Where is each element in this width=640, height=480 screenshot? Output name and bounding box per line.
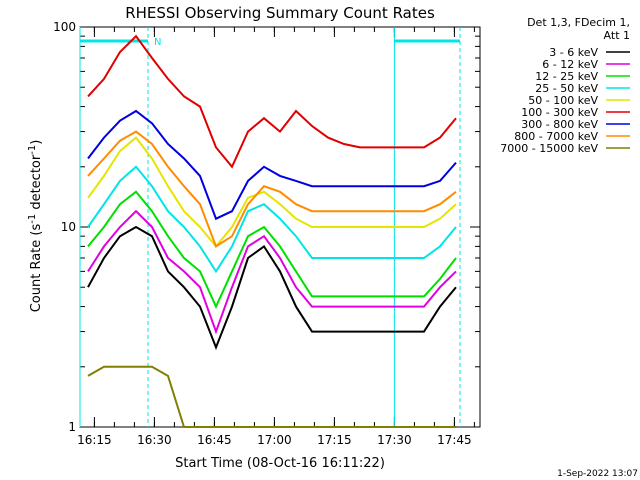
x-tick-label: 17:15 [317,433,352,447]
series-line-0 [87,225,457,351]
y-axis-label-end: ) [29,140,44,145]
y-axis-label-sup2: -1 [27,145,38,155]
series-line-8 [87,365,456,428]
x-tick-label: 16:30 [137,433,172,447]
legend-header-line-2: Att 1 [604,29,630,42]
series-line-2 [87,190,457,310]
y-tick-label: 10 [61,220,76,234]
series-line-1 [87,209,457,335]
chart-title: RHESSI Observing Summary Count Rates [125,4,435,22]
x-axis-label: Start Time (08-Oct-16 16:11:22) [175,456,385,471]
legend-item-label: 3 - 6 keV [549,46,598,59]
legend-item-label: 7000 - 15000 keV [500,142,598,155]
legend-header-line-1: Det 1,3, FDecim 1, [527,16,630,29]
legend-item-label: 300 - 800 keV [521,118,598,131]
y-tick-label: 100 [53,20,76,34]
legend-item-label: 100 - 300 keV [521,106,598,119]
x-tick-label: 17:45 [437,433,472,447]
x-tick-label: 17:00 [257,433,292,447]
x-tick-label: 17:30 [377,433,412,447]
y-axis-label-sup1: -1 [27,214,38,224]
series-line-6 [87,109,457,221]
series-line-7 [87,130,457,248]
legend-item-label: 50 - 100 keV [528,94,598,107]
y-axis-label-mid: detector [29,154,44,214]
y-axis-label-main: Count Rate (s [29,224,44,313]
x-tick-label: 16:15 [77,433,112,447]
legend-item-label: 6 - 12 keV [542,58,598,71]
y-tick-label: 1 [68,420,76,434]
x-tick-label: 16:45 [197,433,232,447]
series-line-4 [87,136,457,248]
tick-layer: 1 10 100 16:15 16:30 16:45 17:00 17:15 17:30 17:4… [53,20,480,447]
series-line-3 [87,165,457,274]
legend-item-label: 12 - 25 keV [535,70,598,83]
legend-item-label: 800 - 7000 keV [514,130,598,143]
series-layer [87,34,457,428]
interval-label-n: N [154,37,161,48]
legend-item-label: 25 - 50 keV [535,82,598,95]
footer-timestamp: 1-Sep-2022 13:07 [557,469,638,479]
series-line-5 [87,34,457,169]
y-axis-label: Count Rate (s-1 detector-1) [27,140,44,313]
